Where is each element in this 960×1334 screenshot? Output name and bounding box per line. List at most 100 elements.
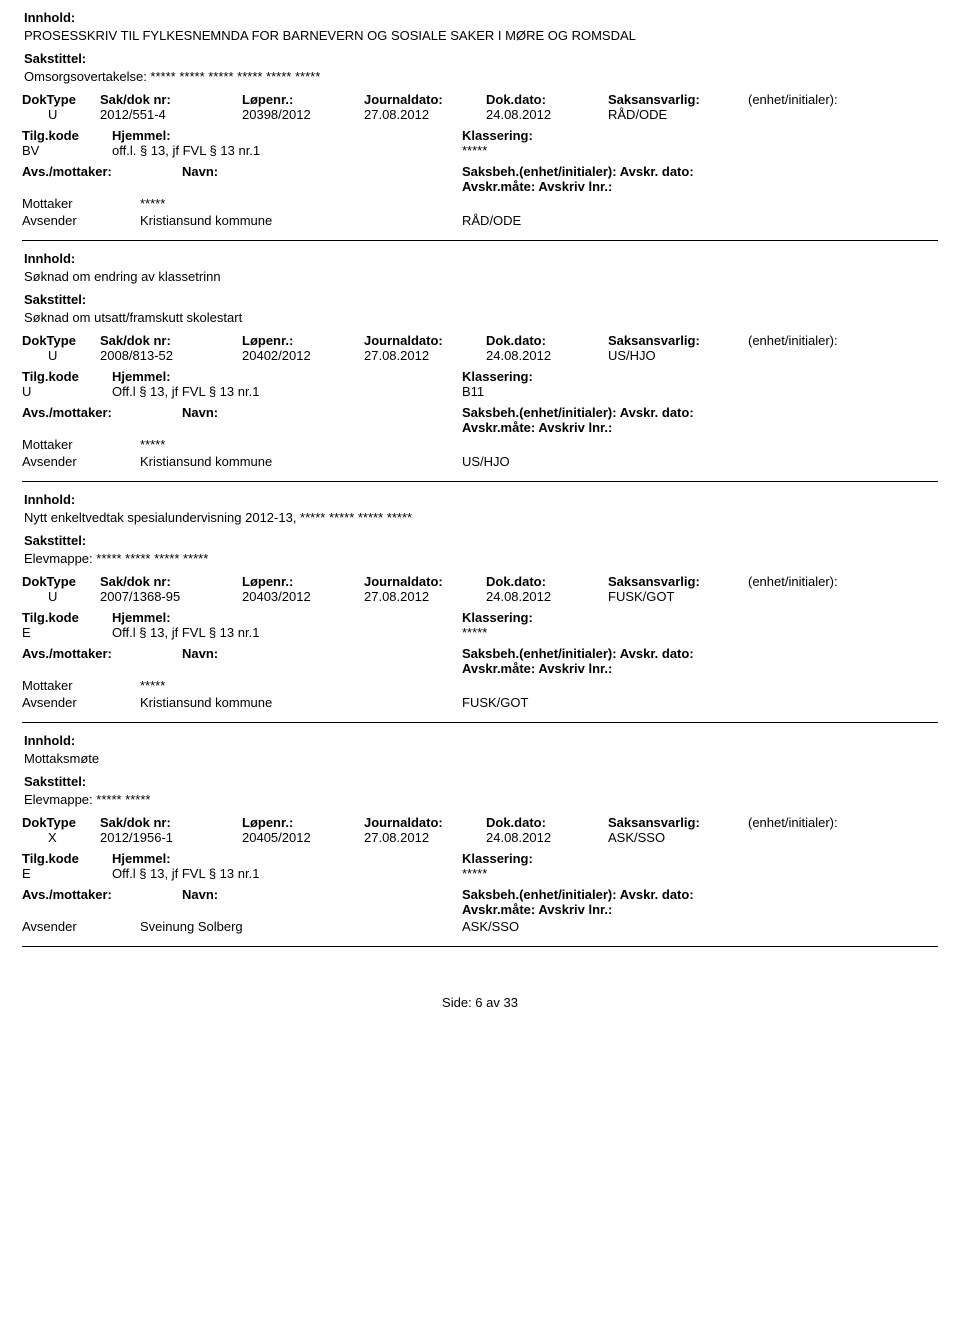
- saknr-value: 2008/813-52: [100, 348, 242, 363]
- doktype-header: DokType: [22, 92, 100, 107]
- parties-container: Mottaker ***** Avsender Kristiansund kom…: [22, 678, 938, 710]
- party-role: Avsender: [22, 695, 140, 710]
- journaldato-header: Journaldato:: [364, 333, 486, 348]
- entry-separator: [22, 946, 938, 947]
- avsmottaker-header: Avs./mottaker:: [22, 164, 182, 194]
- sakstittel-text: Elevmappe: ***** ***** ***** *****: [24, 551, 938, 566]
- party-role: Avsender: [22, 919, 140, 934]
- sakstittel-text: Omsorgsovertakelse: ***** ***** ***** **…: [24, 69, 938, 84]
- lopenr-value: 20403/2012: [242, 589, 364, 604]
- navn-header: Navn:: [182, 405, 462, 435]
- party-name: Kristiansund kommune: [140, 213, 462, 228]
- doktype-header: DokType: [22, 574, 100, 589]
- innhold-label: Innhold:: [24, 10, 938, 25]
- dokdato-value: 24.08.2012: [486, 830, 608, 845]
- navn-header: Navn:: [182, 646, 462, 676]
- party-role: Avsender: [22, 213, 140, 228]
- party-role: Mottaker: [22, 678, 140, 693]
- saknr-header: Sak/dok nr:: [100, 815, 242, 830]
- innhold-text: Søknad om endring av klassetrinn: [24, 269, 938, 284]
- journal-entry: Innhold: Nytt enkeltvedtak spesialunderv…: [22, 482, 938, 723]
- klassering-header: Klassering:: [462, 369, 662, 384]
- lopenr-value: 20405/2012: [242, 830, 364, 845]
- avsmottaker-header: Avs./mottaker:: [22, 887, 182, 917]
- sakstittel-label: Sakstittel:: [24, 292, 938, 307]
- innhold-text: Mottaksmøte: [24, 751, 938, 766]
- party-row: Mottaker *****: [22, 678, 938, 693]
- party-name: *****: [140, 678, 462, 693]
- party-name: *****: [140, 196, 462, 211]
- lopenr-header: Løpenr.:: [242, 815, 364, 830]
- lopenr-header: Løpenr.:: [242, 574, 364, 589]
- lopenr-header: Løpenr.:: [242, 92, 364, 107]
- tilgkode-value: E: [22, 866, 112, 881]
- party-row: Avsender Sveinung Solberg ASK/SSO: [22, 919, 938, 934]
- saksansvarlig-value: RÅD/ODE: [608, 107, 748, 122]
- lopenr-value: 20402/2012: [242, 348, 364, 363]
- saksbeh-header: Saksbeh.(enhet/initialer): Avskr. dato: …: [462, 646, 714, 676]
- dokdato-header: Dok.dato:: [486, 92, 608, 107]
- dokdato-header: Dok.dato:: [486, 574, 608, 589]
- party-row: Mottaker *****: [22, 196, 938, 211]
- enhet-initialer-header: (enhet/initialer):: [748, 574, 908, 589]
- innhold-label: Innhold:: [24, 492, 938, 507]
- party-name: Kristiansund kommune: [140, 454, 462, 469]
- saksansvarlig-value: US/HJO: [608, 348, 748, 363]
- enhet-initialer-header: (enhet/initialer):: [748, 333, 908, 348]
- dokdato-value: 24.08.2012: [486, 589, 608, 604]
- klassering-header: Klassering:: [462, 128, 662, 143]
- saksansvarlig-header: Saksansvarlig:: [608, 574, 748, 589]
- page-footer: Side: 6 av 33: [22, 995, 938, 1010]
- party-role: Mottaker: [22, 437, 140, 452]
- klassering-header: Klassering:: [462, 851, 662, 866]
- klassering-value: *****: [462, 143, 662, 158]
- innhold-text: PROSESSKRIV TIL FYLKESNEMNDA FOR BARNEVE…: [24, 28, 938, 43]
- lopenr-value: 20398/2012: [242, 107, 364, 122]
- parties-container: Mottaker ***** Avsender Kristiansund kom…: [22, 437, 938, 469]
- journaldato-value: 27.08.2012: [364, 589, 486, 604]
- party-val: FUSK/GOT: [462, 695, 662, 710]
- enhet-initialer-header: (enhet/initialer):: [748, 92, 908, 107]
- party-row: Mottaker *****: [22, 437, 938, 452]
- innhold-label: Innhold:: [24, 733, 938, 748]
- tilgkode-header: Tilg.kode: [22, 851, 112, 866]
- saksansvarlig-header: Saksansvarlig:: [608, 333, 748, 348]
- party-val: RÅD/ODE: [462, 213, 662, 228]
- party-row: Avsender Kristiansund kommune US/HJO: [22, 454, 938, 469]
- saksansvarlig-header: Saksansvarlig:: [608, 92, 748, 107]
- dokdato-header: Dok.dato:: [486, 815, 608, 830]
- dokdato-value: 24.08.2012: [486, 348, 608, 363]
- party-name: Kristiansund kommune: [140, 695, 462, 710]
- doktype-header: DokType: [22, 333, 100, 348]
- tilgkode-value: E: [22, 625, 112, 640]
- enhet-initialer-header: (enhet/initialer):: [748, 815, 908, 830]
- journaldato-value: 27.08.2012: [364, 830, 486, 845]
- saknr-header: Sak/dok nr:: [100, 333, 242, 348]
- sakstittel-label: Sakstittel:: [24, 533, 938, 548]
- journaldato-header: Journaldato:: [364, 574, 486, 589]
- klassering-value: *****: [462, 625, 662, 640]
- hjemmel-header: Hjemmel:: [112, 851, 462, 866]
- party-row: Avsender Kristiansund kommune RÅD/ODE: [22, 213, 938, 228]
- party-name: *****: [140, 437, 462, 452]
- saksbeh-header: Saksbeh.(enhet/initialer): Avskr. dato: …: [462, 405, 714, 435]
- sakstittel-label: Sakstittel:: [24, 51, 938, 66]
- hjemmel-value: off.l. § 13, jf FVL § 13 nr.1: [112, 143, 462, 158]
- sakstittel-text: Søknad om utsatt/framskutt skolestart: [24, 310, 938, 325]
- dokdato-header: Dok.dato:: [486, 333, 608, 348]
- party-val: ASK/SSO: [462, 919, 662, 934]
- party-row: Avsender Kristiansund kommune FUSK/GOT: [22, 695, 938, 710]
- klassering-value: *****: [462, 866, 662, 881]
- doktype-header: DokType: [22, 815, 100, 830]
- innhold-text: Nytt enkeltvedtak spesialundervisning 20…: [24, 510, 938, 525]
- tilgkode-header: Tilg.kode: [22, 128, 112, 143]
- parties-container: Mottaker ***** Avsender Kristiansund kom…: [22, 196, 938, 228]
- hjemmel-header: Hjemmel:: [112, 369, 462, 384]
- party-val: [462, 437, 662, 452]
- hjemmel-header: Hjemmel:: [112, 610, 462, 625]
- tilgkode-header: Tilg.kode: [22, 610, 112, 625]
- journaldato-header: Journaldato:: [364, 815, 486, 830]
- party-val: [462, 196, 662, 211]
- saknr-value: 2012/1956-1: [100, 830, 242, 845]
- saksansvarlig-header: Saksansvarlig:: [608, 815, 748, 830]
